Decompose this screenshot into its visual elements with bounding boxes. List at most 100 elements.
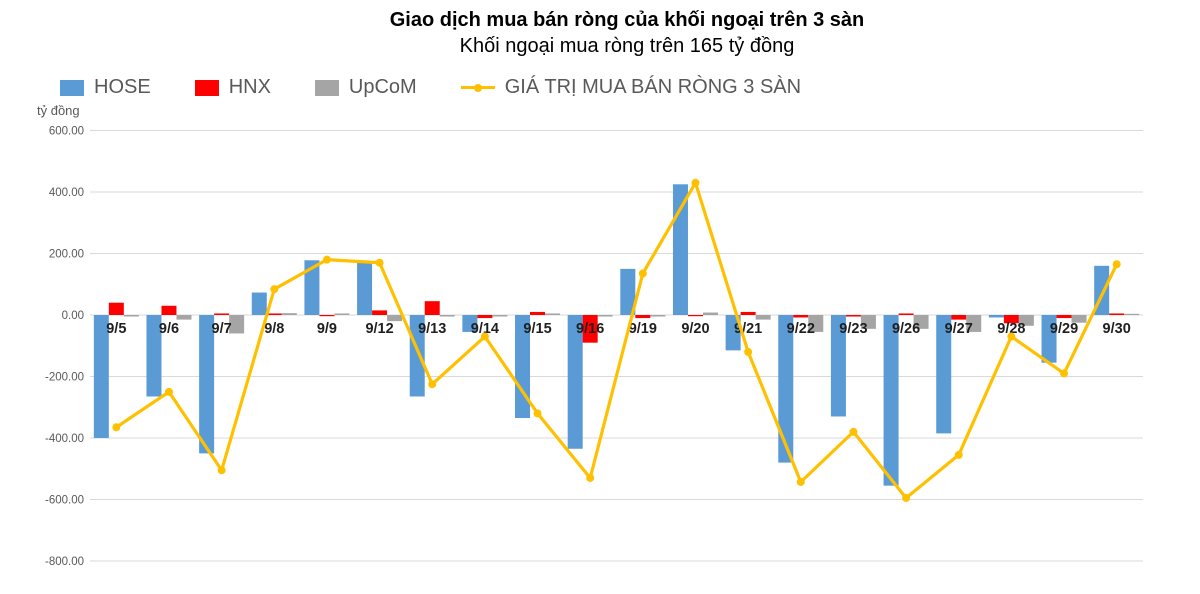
bar-hose — [409, 315, 425, 397]
bar-hnx — [266, 313, 282, 315]
bar-hose — [357, 261, 373, 315]
x-axis-label: 9/28 — [997, 321, 1025, 337]
total-net-value-line — [114, 181, 1119, 500]
bar-hose — [462, 315, 478, 332]
line-marker — [796, 477, 805, 486]
bar-hnx — [793, 315, 809, 318]
bar-hnx — [635, 315, 651, 319]
bar-upcom — [755, 315, 771, 320]
y-axis-tick-label: -200.00 — [45, 372, 84, 384]
line-marker — [1007, 332, 1016, 341]
legend-item-hose: HOSE — [60, 76, 151, 99]
x-axis-label: 9/29 — [1050, 321, 1078, 337]
bar-upcom — [281, 313, 297, 315]
x-axis-label: 9/22 — [787, 321, 815, 337]
bar-upcom — [123, 315, 139, 317]
x-axis-label: 9/19 — [629, 321, 657, 337]
bar-hnx — [582, 315, 598, 343]
x-axis-label: 9/26 — [892, 321, 920, 337]
bar-hnx — [1109, 313, 1125, 315]
bar-upcom — [966, 315, 982, 332]
bar-upcom — [808, 315, 824, 332]
bar-hose — [672, 184, 688, 315]
legend-label-total-line: GIÁ TRỊ MUA BÁN RÒNG 3 SÀN — [504, 76, 802, 98]
bar-hose — [725, 315, 741, 351]
line-marker — [270, 285, 279, 294]
line-marker — [586, 473, 595, 482]
bar-hnx — [845, 315, 861, 317]
legend-swatch-upcom — [314, 79, 339, 96]
legend-swatch-hnx — [194, 79, 219, 96]
bar-hose — [304, 260, 320, 315]
bar-hnx — [108, 302, 124, 315]
bar-upcom — [334, 313, 350, 315]
chart-legend: HOSE HNX UpCoM GIÁ TRỊ MUA BÁN RÒNG 3 SÀ… — [60, 76, 801, 99]
x-axis-label: 9/30 — [1103, 321, 1131, 337]
x-axis-label: 9/7 — [212, 321, 232, 337]
y-axis-unit-label: tỷ đồng — [37, 103, 80, 118]
bar-upcom — [1071, 315, 1087, 323]
bar-hose — [620, 268, 636, 315]
x-axis-label: 9/5 — [106, 321, 126, 337]
bar-hose — [936, 315, 952, 434]
chart-title: Giao dịch mua bán ròng của khối ngoại tr… — [389, 9, 865, 31]
y-axis-tick-label: 600.00 — [49, 126, 84, 138]
bar-hose — [515, 315, 531, 419]
bar-upcom — [439, 315, 455, 317]
y-axis-tick-label: -800.00 — [45, 556, 84, 568]
legend-swatch-hose — [60, 79, 84, 96]
legend-label-upcom: UpCoM — [348, 76, 417, 98]
bar-hnx — [740, 311, 756, 315]
line-marker — [217, 466, 226, 475]
legend-label-hose: HOSE — [94, 76, 151, 98]
bar-upcom — [1124, 313, 1140, 315]
line-marker — [1112, 260, 1121, 269]
y-axis-tick-label: 200.00 — [49, 249, 84, 261]
bar-hnx — [530, 311, 546, 315]
line-marker — [480, 332, 489, 341]
line-marker — [1060, 369, 1069, 378]
bar-upcom — [597, 315, 613, 317]
x-axis-label: 9/13 — [418, 321, 446, 337]
line-marker — [112, 423, 121, 432]
x-axis-label: 9/12 — [365, 321, 393, 337]
legend-line-dot — [473, 83, 482, 92]
bar-upcom — [913, 315, 929, 329]
legend-item-hnx: HNX — [194, 76, 271, 99]
legend-item-total-line: GIÁ TRỊ MUA BÁN RÒNG 3 SÀN — [460, 76, 802, 99]
x-axis-label: 9/15 — [523, 321, 551, 337]
bar-upcom — [650, 315, 666, 317]
bar-hose — [830, 315, 846, 417]
line-marker — [322, 255, 331, 264]
bar-hose — [988, 315, 1004, 318]
bar-hnx — [477, 315, 493, 319]
bar-upcom — [492, 315, 508, 317]
x-axis-label: 9/9 — [317, 321, 337, 337]
legend-line-marker-icon — [460, 80, 495, 96]
line-marker — [375, 258, 384, 267]
y-axis-tick-label: 0.00 — [62, 310, 84, 322]
bar-upcom — [229, 315, 245, 334]
x-axis-label: 9/16 — [576, 321, 604, 337]
bar-hnx — [372, 310, 388, 315]
line-marker — [533, 409, 542, 418]
bar-hose — [567, 315, 583, 449]
legend-item-upcom: UpCoM — [314, 76, 417, 99]
line-marker — [691, 178, 700, 187]
line-marker — [744, 347, 753, 356]
x-axis-label: 9/6 — [159, 321, 179, 337]
bar-hnx — [951, 315, 967, 320]
chart-header: Giao dịch mua bán ròng của khối ngoại tr… — [0, 8, 1200, 59]
x-axis-label: 9/8 — [264, 321, 284, 337]
bar-hnx — [319, 315, 335, 317]
legend-label-hnx: HNX — [228, 76, 271, 98]
bar-hnx — [1003, 315, 1019, 324]
bar-hose — [199, 315, 215, 454]
bar-hnx — [161, 305, 177, 315]
x-axis-label: 9/23 — [839, 321, 867, 337]
line-marker — [164, 387, 173, 396]
line-marker — [428, 380, 437, 389]
y-axis-tick-label: -400.00 — [45, 433, 84, 445]
